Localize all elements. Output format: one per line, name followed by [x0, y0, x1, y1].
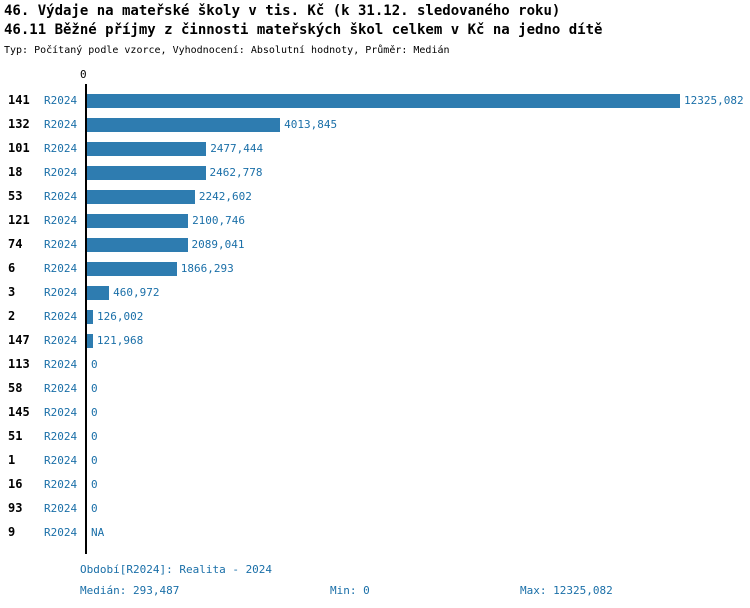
row-value-label: 0	[91, 478, 98, 491]
row-value-label: 2242,602	[198, 190, 252, 203]
row-value-label: 12325,082	[684, 94, 744, 107]
chart-row: 53 R2024 2242,602	[0, 185, 750, 209]
row-id-label: 93	[8, 501, 23, 515]
bar	[87, 190, 195, 204]
chart-row: 147 R2024 121,968	[0, 329, 750, 353]
row-value-label: 0	[91, 502, 98, 515]
bar	[87, 310, 94, 324]
row-period-label: R2024	[44, 478, 78, 491]
row-id-label: 141	[8, 93, 30, 107]
chart-row: 101 R2024 2477,444	[0, 137, 750, 161]
chart-row: 3 R2024 460,972	[0, 281, 750, 305]
row-id-label: 53	[8, 189, 23, 203]
row-period-label: R2024	[44, 118, 78, 131]
row-period-label: R2024	[44, 286, 78, 299]
row-value-label: NA	[91, 526, 105, 539]
chart-row: 2 R2024 126,002	[0, 305, 750, 329]
row-value-label: 2477,444	[210, 142, 264, 155]
row-id-label: 6	[8, 261, 16, 275]
row-id-label: 113	[8, 357, 30, 371]
row-period-label: R2024	[44, 142, 78, 155]
footer-median-label: Medián: 293,487	[80, 584, 180, 597]
row-period-label: R2024	[44, 262, 78, 275]
row-value-label: 0	[91, 406, 98, 419]
row-value-label: 2089,041	[191, 238, 245, 251]
row-value-label: 4013,845	[284, 118, 338, 131]
chart-subtitle: Typ: Počítaný podle vzorce, Vyhodnocení:…	[4, 45, 450, 56]
row-value-label: 460,972	[113, 286, 160, 299]
row-period-label: R2024	[44, 382, 78, 395]
chart-row: 141 R2024 12325,082	[0, 89, 750, 113]
row-value-label: 0	[91, 454, 98, 467]
chart-row: 58 R2024 0	[0, 377, 750, 401]
row-id-label: 18	[8, 165, 23, 179]
row-value-label: 0	[91, 358, 98, 371]
row-value-label: 121,968	[96, 334, 144, 347]
bar	[87, 166, 206, 180]
row-period-label: R2024	[44, 526, 78, 539]
chart-row: 145 R2024 0	[0, 401, 750, 425]
row-period-label: R2024	[44, 238, 78, 251]
row-id-label: 58	[8, 381, 23, 395]
row-period-label: R2024	[44, 502, 78, 515]
row-period-label: R2024	[44, 406, 78, 419]
chart-row: 18 R2024 2462,778	[0, 161, 750, 185]
row-id-label: 3	[8, 285, 16, 299]
footer-max-label: Max: 12325,082	[520, 584, 613, 597]
row-period-label: R2024	[44, 358, 78, 371]
chart-row: 121 R2024 2100,746	[0, 209, 750, 233]
row-value-label: 0	[91, 382, 98, 395]
chart-row: 9 R2024 NA	[0, 521, 750, 545]
row-id-label: 2	[8, 309, 16, 323]
chart-title-line1: 46. Výdaje na mateřské školy v tis. Kč (…	[4, 3, 561, 19]
bar	[87, 238, 188, 252]
row-id-label: 1	[8, 453, 16, 467]
row-period-label: R2024	[44, 334, 78, 347]
chart-title-line2: 46.11 Běžné příjmy z činnosti mateřských…	[4, 22, 603, 38]
row-id-label: 51	[8, 429, 23, 443]
chart-row: 51 R2024 0	[0, 425, 750, 449]
row-value-label: 2462,778	[209, 166, 263, 179]
row-period-label: R2024	[44, 166, 78, 179]
row-period-label: R2024	[44, 310, 78, 323]
row-id-label: 147	[8, 333, 30, 347]
row-id-label: 132	[8, 117, 30, 131]
chart-row: 93 R2024 0	[0, 497, 750, 521]
chart-row: 132 R2024 4013,845	[0, 113, 750, 137]
row-value-label: 0	[91, 430, 98, 443]
row-value-label: 1866,293	[180, 262, 234, 275]
row-id-label: 9	[8, 525, 16, 539]
footer-period-label: Období[R2024]: Realita - 2024	[80, 563, 273, 576]
bar	[87, 94, 680, 108]
row-value-label: 2100,746	[192, 214, 246, 227]
row-id-label: 121	[8, 213, 30, 227]
chart-row: 113 R2024 0	[0, 353, 750, 377]
row-period-label: R2024	[44, 214, 78, 227]
row-period-label: R2024	[44, 454, 78, 467]
row-value-label: 126,002	[97, 310, 144, 323]
bar	[87, 286, 110, 300]
row-id-label: 16	[8, 477, 23, 491]
row-period-label: R2024	[44, 94, 78, 107]
bar	[87, 334, 93, 348]
bar	[87, 142, 207, 156]
chart-row: 16 R2024 0	[0, 473, 750, 497]
row-period-label: R2024	[44, 190, 78, 203]
footer-min-label: Min: 0	[330, 584, 370, 597]
chart-row: 74 R2024 2089,041	[0, 233, 750, 257]
chart-row: 6 R2024 1866,293	[0, 257, 750, 281]
row-id-label: 101	[8, 141, 30, 155]
row-id-label: 145	[8, 405, 30, 419]
bar	[87, 262, 177, 276]
x-axis-zero-tick-label: 0	[80, 68, 87, 81]
chart-rows: 141 R2024 12325,082 132 R2024 4013,845 101 R202…	[0, 89, 750, 545]
bar	[87, 118, 281, 132]
bar	[87, 214, 189, 228]
row-id-label: 74	[8, 237, 23, 251]
y-axis-line	[85, 84, 87, 554]
chart-row: 1 R2024 0	[0, 449, 750, 473]
row-period-label: R2024	[44, 430, 78, 443]
